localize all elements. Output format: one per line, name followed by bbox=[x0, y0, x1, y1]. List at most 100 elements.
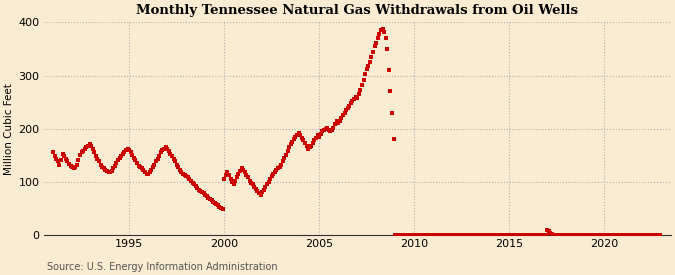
Point bbox=[588, 232, 599, 237]
Point bbox=[634, 232, 645, 237]
Point bbox=[304, 145, 315, 149]
Point bbox=[53, 159, 63, 164]
Point bbox=[608, 232, 619, 237]
Point bbox=[48, 150, 59, 155]
Point bbox=[428, 232, 439, 237]
Point bbox=[82, 143, 93, 148]
Point bbox=[241, 173, 252, 177]
Point bbox=[296, 136, 307, 140]
Point bbox=[298, 138, 308, 142]
Point bbox=[265, 177, 275, 181]
Point bbox=[103, 170, 114, 174]
Point bbox=[126, 150, 136, 155]
Point bbox=[169, 159, 180, 164]
Point bbox=[393, 232, 404, 237]
Point bbox=[108, 166, 119, 170]
Point bbox=[277, 159, 288, 164]
Point bbox=[566, 232, 576, 237]
Point bbox=[301, 143, 312, 148]
Point bbox=[350, 95, 361, 99]
Point bbox=[65, 164, 76, 168]
Point bbox=[182, 175, 193, 180]
Point bbox=[271, 168, 282, 172]
Point bbox=[282, 149, 293, 153]
Point bbox=[133, 164, 144, 168]
Point bbox=[396, 232, 407, 237]
Point bbox=[203, 195, 214, 200]
Point bbox=[72, 163, 82, 167]
Point bbox=[70, 164, 81, 169]
Point bbox=[349, 97, 360, 101]
Point bbox=[380, 36, 391, 41]
Point bbox=[215, 206, 226, 210]
Point bbox=[390, 232, 401, 237]
Point bbox=[474, 232, 485, 237]
Point bbox=[256, 190, 267, 194]
Point bbox=[208, 200, 219, 204]
Point bbox=[62, 159, 73, 164]
Point bbox=[354, 92, 364, 96]
Point bbox=[141, 172, 152, 176]
Point bbox=[509, 232, 520, 237]
Point bbox=[90, 154, 101, 158]
Point bbox=[236, 166, 247, 170]
Point bbox=[400, 232, 410, 237]
Point bbox=[523, 232, 534, 237]
Point bbox=[375, 28, 386, 33]
Point bbox=[383, 68, 394, 72]
Point bbox=[630, 232, 641, 237]
Point bbox=[591, 232, 602, 237]
Point bbox=[319, 127, 329, 132]
Point bbox=[113, 158, 124, 163]
Point bbox=[462, 232, 473, 237]
Point bbox=[416, 232, 427, 237]
Point bbox=[504, 232, 514, 237]
Point bbox=[242, 175, 253, 180]
Point bbox=[211, 202, 221, 206]
Point bbox=[485, 232, 495, 237]
Point bbox=[494, 232, 505, 237]
Point bbox=[594, 232, 605, 237]
Point bbox=[119, 150, 130, 155]
Point bbox=[315, 132, 326, 136]
Point bbox=[596, 232, 607, 237]
Point bbox=[533, 232, 543, 237]
Point bbox=[122, 147, 133, 151]
Point bbox=[107, 169, 117, 173]
Point bbox=[456, 232, 467, 237]
Point bbox=[273, 166, 284, 170]
Point bbox=[352, 96, 362, 100]
Point bbox=[267, 174, 277, 178]
Point bbox=[431, 232, 442, 237]
Point bbox=[420, 232, 431, 237]
Point bbox=[314, 134, 325, 139]
Point bbox=[369, 44, 380, 49]
Point bbox=[605, 232, 616, 237]
Point bbox=[356, 83, 367, 87]
Point bbox=[653, 232, 664, 237]
Point bbox=[184, 177, 195, 181]
Point bbox=[452, 232, 462, 237]
Point bbox=[635, 232, 646, 237]
Point bbox=[524, 232, 535, 237]
Point bbox=[477, 232, 488, 237]
Point bbox=[247, 182, 258, 186]
Point bbox=[407, 232, 418, 237]
Point bbox=[409, 232, 420, 237]
Point bbox=[250, 187, 261, 191]
Point bbox=[599, 232, 610, 237]
Point bbox=[101, 169, 112, 173]
Point bbox=[415, 232, 426, 237]
Point bbox=[334, 119, 345, 123]
Point bbox=[68, 166, 79, 170]
Point bbox=[501, 232, 512, 237]
Point bbox=[192, 186, 202, 190]
Point bbox=[493, 232, 504, 237]
Point bbox=[75, 153, 86, 157]
Point bbox=[475, 232, 486, 237]
Point bbox=[618, 232, 628, 237]
Point bbox=[151, 159, 161, 164]
Point bbox=[217, 207, 228, 211]
Text: Source: U.S. Energy Information Administration: Source: U.S. Energy Information Administ… bbox=[47, 262, 278, 272]
Point bbox=[543, 229, 554, 234]
